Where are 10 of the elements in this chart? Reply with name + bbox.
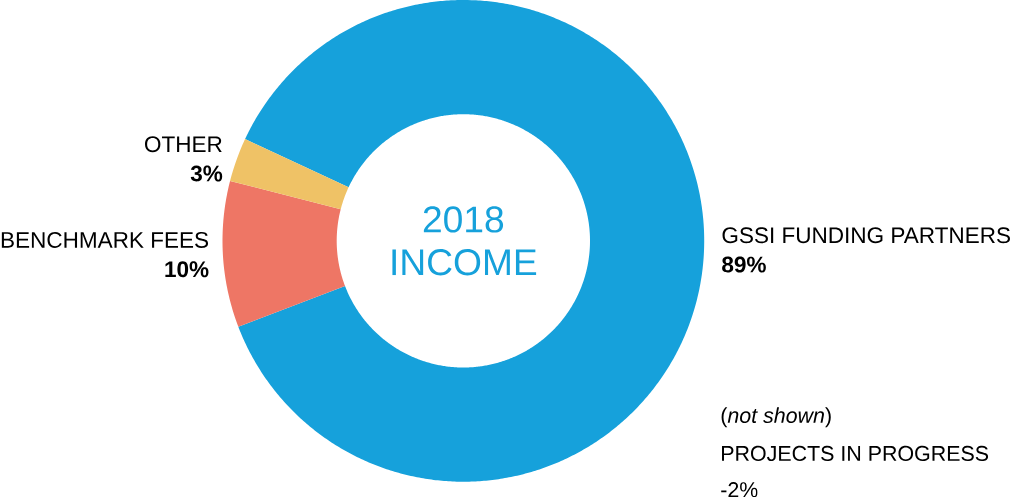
text: (not shown) xyxy=(721,407,831,428)
slice-label: GSSI FUNDING PARTNERS xyxy=(722,227,1010,244)
text: -2% xyxy=(721,482,758,497)
data-label: 10% xyxy=(165,261,209,278)
slice-label: OTHER xyxy=(145,136,222,153)
data-label: 89% xyxy=(722,256,766,273)
text: 2018 INCOME xyxy=(392,206,537,276)
slice-label: BENCHMARK FEES xyxy=(1,231,209,248)
data-label: 3% xyxy=(190,165,223,182)
text: PROJECTS IN PROGRESS xyxy=(722,445,989,461)
